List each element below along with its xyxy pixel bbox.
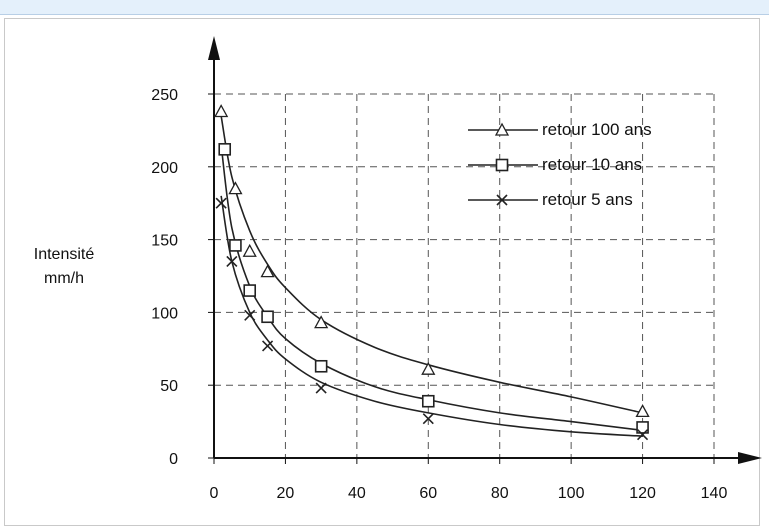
- legend-label-2: retour 5 ans: [542, 190, 633, 209]
- chart-panel: [0, 14, 769, 531]
- point-series-1-0: [218, 143, 232, 156]
- x-tick-label-80: 80: [491, 485, 509, 502]
- legend-marker-2: [496, 194, 508, 206]
- data-markers: [214, 104, 650, 441]
- x-tick-label-140: 140: [701, 485, 728, 502]
- y-tick-label-100: 100: [151, 305, 178, 322]
- point-series-0-6: [635, 404, 650, 418]
- point-series-2-3: [262, 340, 274, 352]
- x-tick-label-0: 0: [210, 485, 219, 502]
- point-series-0-1: [228, 181, 243, 195]
- chart-border: [4, 18, 760, 526]
- x-axis-arrow: [738, 452, 762, 464]
- x-tick-label-40: 40: [348, 485, 366, 502]
- y-axis-arrow: [208, 36, 220, 60]
- legend: retour 100 ans retour 10 ans retour 5 ans: [468, 120, 652, 209]
- y-axis-label-line2: mm/h: [44, 270, 84, 287]
- y-tick-label-200: 200: [151, 160, 178, 177]
- y-tick-label-0: 0: [169, 451, 178, 468]
- legend-label-0: retour 100 ans: [542, 120, 652, 139]
- axes: [208, 36, 762, 464]
- y-axis-label-line1: Intensité: [34, 246, 95, 263]
- legend-marker-1: [495, 158, 509, 172]
- point-series-0-4: [314, 315, 329, 329]
- tick-labels: 0 20 40 60 80 100 120 140 0 50 100 150 200 250: [151, 87, 727, 502]
- point-series-2-4: [315, 382, 327, 394]
- point-series-1-6: [636, 421, 649, 434]
- point-series-0-0: [214, 104, 229, 118]
- point-series-2-6: [637, 429, 649, 441]
- fit-curve-series-2: [220, 195, 643, 437]
- point-series-0-5: [421, 361, 436, 375]
- point-series-2-2: [244, 309, 256, 321]
- point-series-2-5: [422, 413, 434, 425]
- point-series-1-5: [421, 394, 435, 408]
- legend-marker-0: [494, 122, 510, 136]
- y-tick-label-50: 50: [160, 378, 178, 395]
- y-tick-label-150: 150: [151, 233, 178, 250]
- point-series-1-2: [243, 284, 257, 297]
- x-tick-label-100: 100: [558, 485, 585, 502]
- point-series-2-1: [226, 255, 238, 268]
- point-series-1-3: [261, 310, 274, 324]
- point-series-1-1: [229, 239, 242, 252]
- legend-label-1: retour 10 ans: [542, 155, 642, 174]
- point-series-0-3: [260, 264, 275, 278]
- grid-lines: [214, 93, 715, 458]
- point-series-1-4: [314, 359, 328, 373]
- x-tick-label-20: 20: [277, 485, 295, 502]
- point-series-2-0: [215, 197, 227, 209]
- y-tick-label-250: 250: [151, 87, 178, 104]
- x-tick-label-60: 60: [419, 485, 437, 502]
- x-tick-label-120: 120: [629, 485, 656, 502]
- point-series-0-2: [242, 243, 257, 257]
